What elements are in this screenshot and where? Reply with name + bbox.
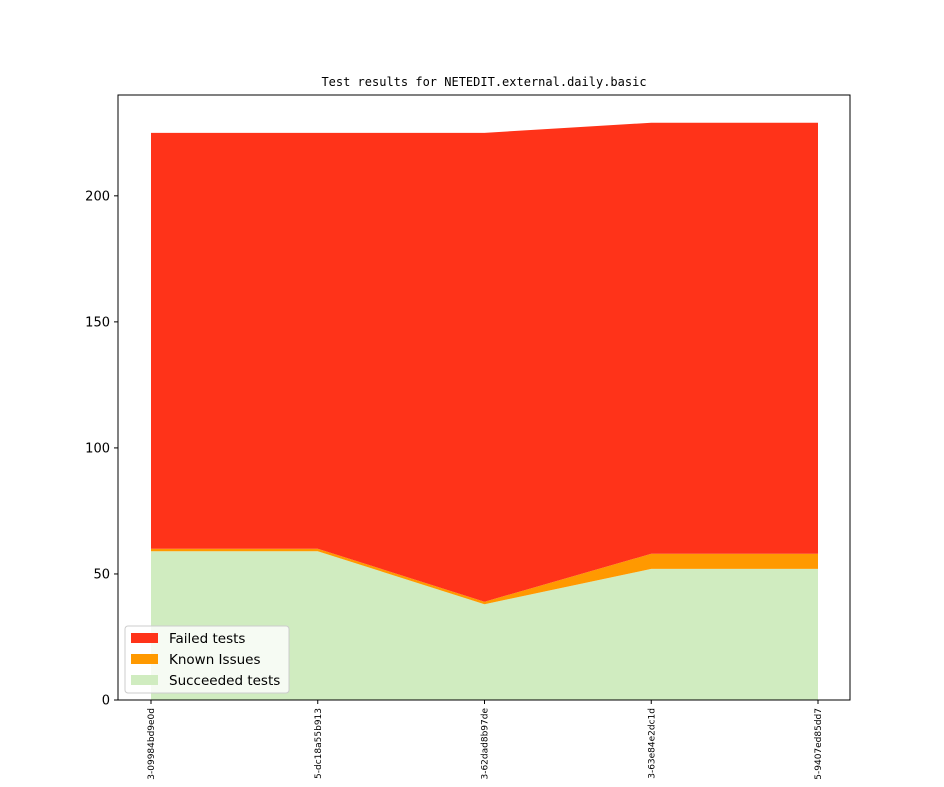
area-known-issues: [151, 548, 818, 605]
area-succeeded-tests: [151, 551, 818, 700]
legend-swatch: [131, 633, 158, 643]
x-tick-label: 5-dc18a55b913: [314, 708, 324, 779]
legend-label: Failed tests: [169, 631, 245, 647]
y-tick-label: 100: [85, 441, 110, 456]
x-tick-label: 3-63e84e2dc1d: [647, 708, 657, 779]
y-tick-label: 50: [93, 567, 110, 582]
x-tick-label: 3-09984bd9e0d: [147, 708, 157, 780]
chart-title: Test results for NETEDIT.external.daily.…: [321, 75, 646, 89]
x-axis: 3-09984bd9e0d 5-dc18a55b913 3-62dad8b97de 3…: [147, 700, 824, 780]
legend-swatch: [131, 675, 158, 685]
x-tick-label: 5-9407ed85dd7: [814, 708, 824, 780]
y-tick-label: 150: [85, 315, 110, 330]
legend-box: [124, 625, 290, 694]
y-tick-label: 200: [85, 189, 110, 204]
y-tick-label: 0: [102, 694, 110, 709]
area-failed-tests: [151, 122, 818, 602]
legend: Failed tests Known Issues Succeeded tests: [124, 625, 290, 694]
legend-label: Succeeded tests: [169, 673, 280, 689]
legend-swatch: [131, 654, 158, 664]
legend-label: Known Issues: [169, 652, 261, 668]
y-axis: 0 50 100 150 200: [85, 189, 118, 709]
x-tick-label: 3-62dad8b97de: [481, 708, 491, 780]
area-series-group: [151, 122, 818, 700]
